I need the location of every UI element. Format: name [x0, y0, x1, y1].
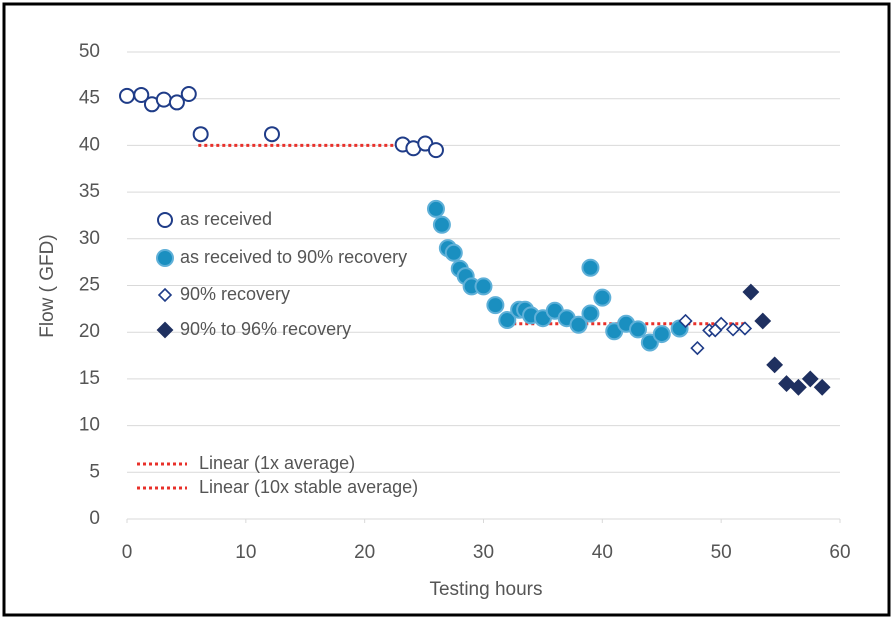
point	[569, 315, 588, 334]
x-tick-label: 0	[122, 542, 133, 563]
point	[628, 320, 647, 339]
point	[725, 322, 741, 337]
legend-marker	[156, 321, 174, 339]
x-tick-label: 30	[473, 542, 494, 563]
point	[155, 91, 172, 108]
point	[263, 126, 280, 143]
point	[432, 215, 451, 234]
legend-label: Linear (10x stable average)	[199, 477, 418, 497]
point	[789, 378, 807, 396]
point	[180, 86, 197, 103]
x-tick-label: 50	[711, 542, 732, 563]
point	[714, 316, 729, 331]
y-tick-label: 45	[79, 88, 100, 109]
point	[766, 356, 784, 374]
point	[690, 340, 705, 356]
point	[742, 283, 760, 301]
point	[640, 333, 659, 352]
y-tick-label: 20	[79, 321, 100, 342]
x-tick-label: 10	[235, 542, 256, 563]
y-tick-label: 50	[79, 41, 100, 62]
point	[168, 94, 185, 111]
y-tick-label: 30	[79, 228, 100, 249]
point	[486, 296, 505, 315]
point	[652, 325, 671, 344]
x-tick-label: 20	[354, 542, 375, 563]
point	[593, 288, 612, 307]
legend-label: Linear (1x average)	[199, 453, 355, 473]
x-tick-label: 60	[829, 542, 850, 563]
point	[581, 304, 600, 323]
y-tick-label: 25	[79, 275, 100, 296]
point	[427, 142, 444, 159]
legend-marker	[157, 212, 173, 228]
x-tick-label: 40	[592, 542, 613, 563]
legend-marker	[157, 287, 173, 303]
point	[426, 199, 445, 218]
point	[474, 277, 493, 296]
y-axis-label: Flow ( GFD)	[37, 234, 58, 337]
y-tick-label: 10	[79, 415, 100, 436]
legend-label: 90% recovery	[180, 284, 290, 304]
point	[581, 258, 600, 277]
y-tick-label: 15	[79, 368, 100, 389]
point	[737, 321, 753, 336]
y-tick-label: 35	[79, 181, 100, 202]
y-tick-label: 0	[89, 508, 100, 529]
point	[192, 126, 209, 143]
point	[801, 370, 819, 388]
point	[813, 378, 831, 396]
point	[754, 312, 772, 330]
legend-label: 90% to 96% recovery	[180, 319, 351, 339]
legend-label: as received	[180, 209, 272, 229]
point	[678, 313, 693, 329]
point	[444, 243, 463, 262]
x-axis-label: Testing hours	[429, 579, 542, 600]
point	[119, 87, 135, 104]
point	[498, 311, 517, 330]
point	[133, 86, 150, 103]
y-tick-label: 40	[79, 134, 100, 155]
legend-marker	[156, 249, 174, 267]
y-tick-label: 5	[89, 461, 100, 482]
point	[778, 375, 795, 392]
legend-label: as received to 90% recovery	[180, 247, 407, 267]
